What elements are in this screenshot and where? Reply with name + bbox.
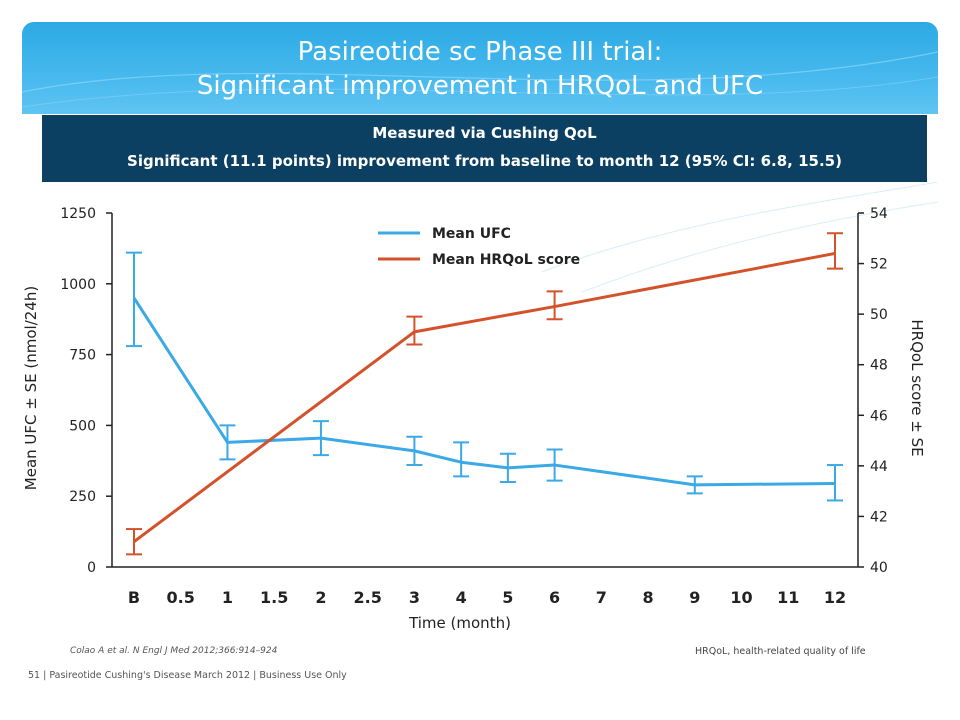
x-tick-label: 2: [315, 588, 326, 607]
y-left-tick-label: 0: [87, 560, 96, 576]
x-tick-label: 11: [777, 588, 799, 607]
x-tick-label: 2.5: [353, 588, 381, 607]
y-axis-right-label: HRQoL score ± SE: [908, 319, 926, 456]
reference-citation: Colao A et al. N Engl J Med 2012;366:914…: [70, 646, 278, 656]
y-left-tick-label: 1250: [60, 206, 96, 222]
x-tick-label: B: [128, 588, 140, 607]
x-tick-label: 1.5: [260, 588, 288, 607]
x-tick-label: 9: [689, 588, 700, 607]
legend-label: Mean HRQoL score: [432, 252, 580, 268]
x-tick-label: 1: [222, 588, 233, 607]
y-left-tick-label: 250: [69, 489, 96, 505]
x-tick-label: 8: [642, 588, 653, 607]
chart-series: [126, 232, 843, 556]
x-tick-label: 4: [456, 588, 467, 607]
x-tick-label: 10: [730, 588, 752, 607]
legend-label: Mean UFC: [432, 226, 511, 242]
y-right-tick-label: 46: [870, 408, 888, 424]
y-right-tick-label: 40: [870, 560, 888, 576]
x-tick-label: 12: [824, 588, 846, 607]
header-swoosh-decoration: [22, 51, 938, 108]
slide-title-line2: Significant improvement in HRQoL and UFC: [196, 71, 764, 101]
y-axis-left-label: Mean UFC ± SE (nmol/24h): [22, 286, 40, 490]
summary-line2: Significant (11.1 points) improvement fr…: [127, 152, 842, 170]
x-tick-label: 5: [502, 588, 513, 607]
y-right-tick-label: 50: [870, 307, 888, 323]
chart-legend: Mean UFC Mean HRQoL score: [378, 226, 580, 268]
abbreviation-note: HRQoL, health-related quality of life: [695, 646, 866, 657]
x-tick-label: 3: [409, 588, 420, 607]
y-right-tick-label: 48: [870, 358, 888, 374]
x-axis-label: Time (month): [408, 614, 511, 632]
summary-band: Measured via Cushing QoL Significant (11…: [42, 115, 927, 182]
y-right-tick-label: 52: [870, 257, 888, 273]
y-left-tick-label: 1000: [60, 277, 96, 293]
y-right-tick-label: 44: [870, 459, 888, 475]
x-tick-label: 7: [596, 588, 607, 607]
x-tick-label: 0.5: [167, 588, 195, 607]
slide-footer: 51 | Pasireotide Cushing's Disease March…: [28, 670, 347, 681]
series-line-ufc: [132, 297, 836, 487]
y-right-tick-label: 42: [870, 509, 888, 525]
series-line-hrqol: [133, 251, 836, 543]
y-right-tick-label: 54: [870, 206, 888, 222]
summary-line1: Measured via Cushing QoL: [372, 124, 597, 142]
y-left-tick-label: 500: [69, 418, 96, 434]
header-banner: [22, 22, 938, 114]
slide-title-line1: Pasireotide sc Phase III trial:: [297, 37, 663, 67]
background-swoosh-decoration: [541, 182, 938, 293]
x-tick-label: 6: [549, 588, 560, 607]
y-left-tick-label: 750: [69, 348, 96, 364]
